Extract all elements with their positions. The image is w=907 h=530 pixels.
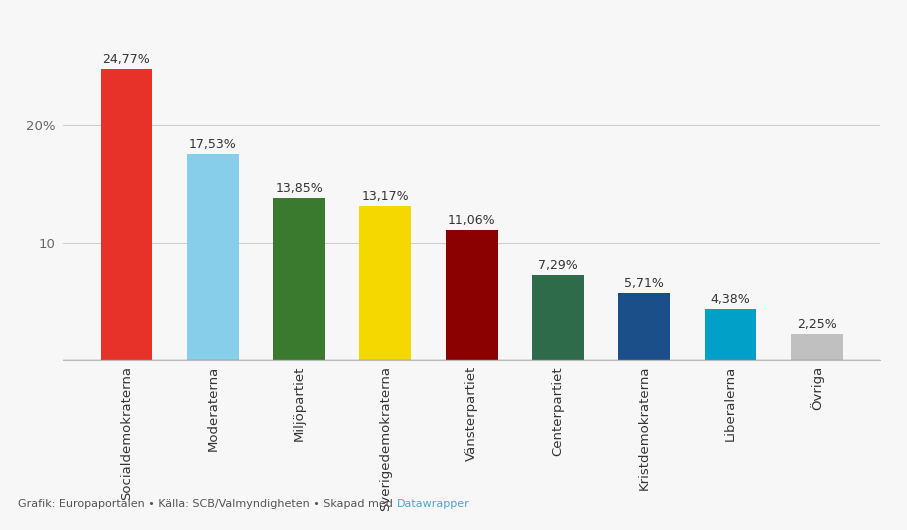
- Text: 7,29%: 7,29%: [538, 259, 578, 272]
- Text: 24,77%: 24,77%: [102, 53, 151, 66]
- Bar: [359, 206, 411, 360]
- Text: 11,06%: 11,06%: [448, 215, 495, 227]
- Text: 5,71%: 5,71%: [624, 277, 664, 290]
- Text: Datawrapper: Datawrapper: [396, 499, 469, 509]
- Text: 13,85%: 13,85%: [275, 182, 323, 195]
- Bar: [187, 154, 239, 360]
- Bar: [273, 198, 325, 360]
- Bar: [532, 275, 584, 360]
- Bar: [101, 69, 152, 360]
- Bar: [445, 231, 498, 360]
- Text: 2,25%: 2,25%: [797, 318, 836, 331]
- Bar: [791, 334, 843, 360]
- Text: Grafik: Europaportalen • Källa: SCB/Valmyndigheten • Skapad med: Grafik: Europaportalen • Källa: SCB/Valm…: [18, 499, 396, 509]
- Bar: [619, 293, 670, 360]
- Text: 13,17%: 13,17%: [362, 190, 409, 202]
- Text: 4,38%: 4,38%: [710, 293, 750, 306]
- Bar: [705, 309, 756, 360]
- Text: 17,53%: 17,53%: [189, 138, 237, 152]
